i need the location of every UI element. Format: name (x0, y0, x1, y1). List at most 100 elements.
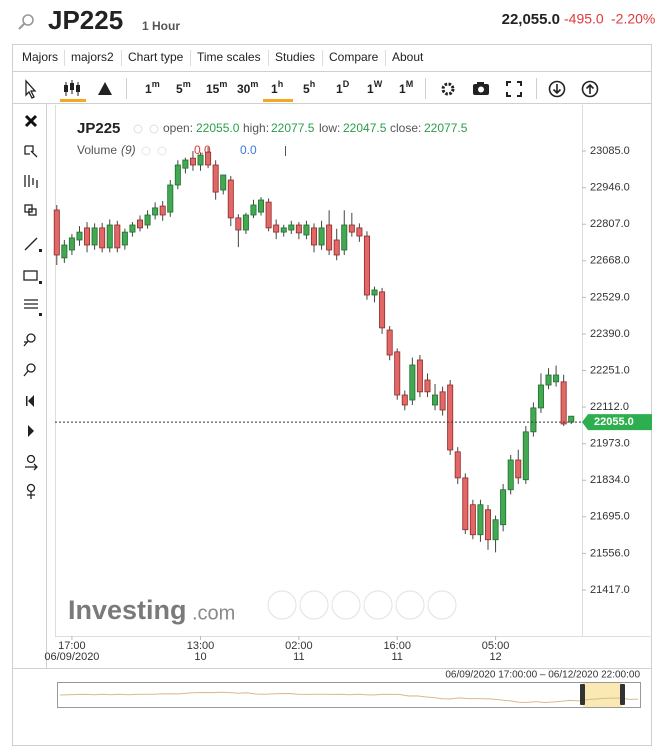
candle-type[interactable] (60, 80, 86, 102)
timescale-unit: m (152, 79, 160, 89)
price: 22,055.0 (502, 11, 560, 28)
candle-body (500, 489, 507, 526)
timescale[interactable]: 1m (145, 79, 160, 96)
candle-body (424, 379, 431, 393)
legend-value: 22047.5 (343, 121, 387, 135)
upload-icon[interactable] (581, 80, 599, 98)
candle-body (159, 205, 166, 216)
search-icon[interactable] (18, 14, 34, 30)
last-price-label: 22055.0 (594, 416, 634, 428)
eye-icon[interactable] (133, 124, 143, 134)
candle-body (189, 157, 196, 166)
candle-body (182, 159, 189, 169)
interval: 1 Hour (142, 19, 180, 33)
candle-body (326, 224, 333, 251)
candle-body (568, 415, 575, 423)
volume-period: (9) (121, 143, 136, 157)
change-pct: -2.20% (611, 11, 655, 27)
candle-body (258, 199, 265, 213)
navigator-line (59, 691, 639, 704)
timescale[interactable]: 5h (303, 79, 315, 96)
candle-body (545, 374, 552, 386)
fullscreen-icon[interactable] (506, 81, 522, 97)
timescale[interactable]: 5m (176, 79, 191, 96)
timescale-unit: m (219, 79, 227, 89)
timescale[interactable]: 1M (399, 79, 413, 96)
side-tools[interactable] (23, 114, 42, 499)
nav-buttons[interactable] (267, 590, 457, 620)
candle-body (553, 374, 560, 383)
symbol: JP225 (48, 5, 123, 35)
candle-body (560, 381, 567, 425)
x-tick-label: 13:00 (187, 640, 215, 652)
timescale[interactable]: 1W (367, 79, 383, 96)
candle-body (333, 239, 340, 256)
menu-item[interactable]: majors2 (71, 50, 114, 64)
candle-body (341, 224, 348, 251)
timescale-number: 1 (336, 82, 343, 96)
volume-value: 0.0 (240, 143, 257, 157)
candle-body (174, 164, 181, 186)
candle-body (121, 231, 128, 246)
y-tick-label: 22112.0 (590, 401, 629, 413)
x-date-label: 12 (489, 651, 501, 663)
candle-body (462, 477, 469, 531)
download-icon[interactable] (548, 80, 566, 98)
gear-icon[interactable] (157, 146, 167, 156)
candle-body (492, 519, 499, 541)
navigator-handle[interactable] (620, 684, 625, 705)
x-date-label: 06/09/2020 (44, 651, 99, 663)
y-tick-label: 22946.0 (590, 182, 630, 194)
change: -495.0 (564, 11, 604, 27)
navigator-selection[interactable] (583, 683, 622, 707)
menu-item[interactable]: Time scales (197, 50, 261, 64)
y-tick-label: 22668.0 (590, 255, 630, 267)
legend: JP225 open: 22055.0 high: 22077.5 low: 2… (77, 120, 468, 157)
eye-icon[interactable] (141, 146, 151, 156)
y-tick-label: 21417.0 (590, 584, 630, 596)
timescale[interactable]: 1D (336, 79, 350, 96)
timescale-number: 1 (271, 82, 278, 96)
volume-name: Volume (77, 143, 117, 157)
candle-body (318, 227, 325, 246)
candle-body (197, 154, 204, 166)
candle-body (447, 384, 454, 451)
menu-item[interactable]: Compare (329, 50, 379, 64)
menu-item[interactable]: About (392, 50, 424, 64)
camera-icon[interactable] (473, 82, 489, 95)
gear-icon[interactable] (149, 124, 159, 134)
candle-body (288, 224, 295, 231)
timescale-unit: m (250, 79, 258, 89)
area-type[interactable] (98, 82, 112, 95)
candle-body (386, 329, 393, 356)
candle-body (220, 174, 227, 191)
menu-item[interactable]: Chart type (128, 50, 184, 64)
timescale[interactable]: 1h (271, 79, 283, 96)
legend-value: 22077.5 (271, 121, 315, 135)
settings-icon[interactable] (441, 82, 455, 96)
range-text: 06/09/2020 17:00:00 – 06/12/2020 22:00:0… (445, 670, 640, 681)
y-tick-label: 22390.0 (590, 328, 630, 340)
candle-body (242, 214, 249, 231)
candle-body (295, 224, 302, 234)
candle-body (205, 151, 212, 166)
menu-item[interactable]: Majors (22, 50, 58, 64)
y-tick-label: 21695.0 (590, 511, 630, 523)
y-tick-label: 21556.0 (590, 547, 630, 559)
legend-symbol: JP225 (77, 120, 120, 137)
navigator-handle[interactable] (580, 684, 585, 705)
candle-body (363, 235, 370, 296)
candle-body (303, 224, 310, 236)
candle-body (61, 244, 68, 259)
menu-item[interactable]: Studies (275, 50, 315, 64)
cursor-tool[interactable] (25, 79, 37, 99)
y-tick-label: 22251.0 (590, 364, 630, 376)
y-tick-label: 21834.0 (590, 474, 630, 486)
candle-body (76, 231, 83, 241)
timescale-unit: h (310, 79, 316, 89)
candle-body (454, 451, 461, 479)
candle-body (235, 217, 242, 231)
timescale[interactable]: 15m (206, 79, 227, 96)
timescale[interactable]: 30m (237, 79, 258, 96)
